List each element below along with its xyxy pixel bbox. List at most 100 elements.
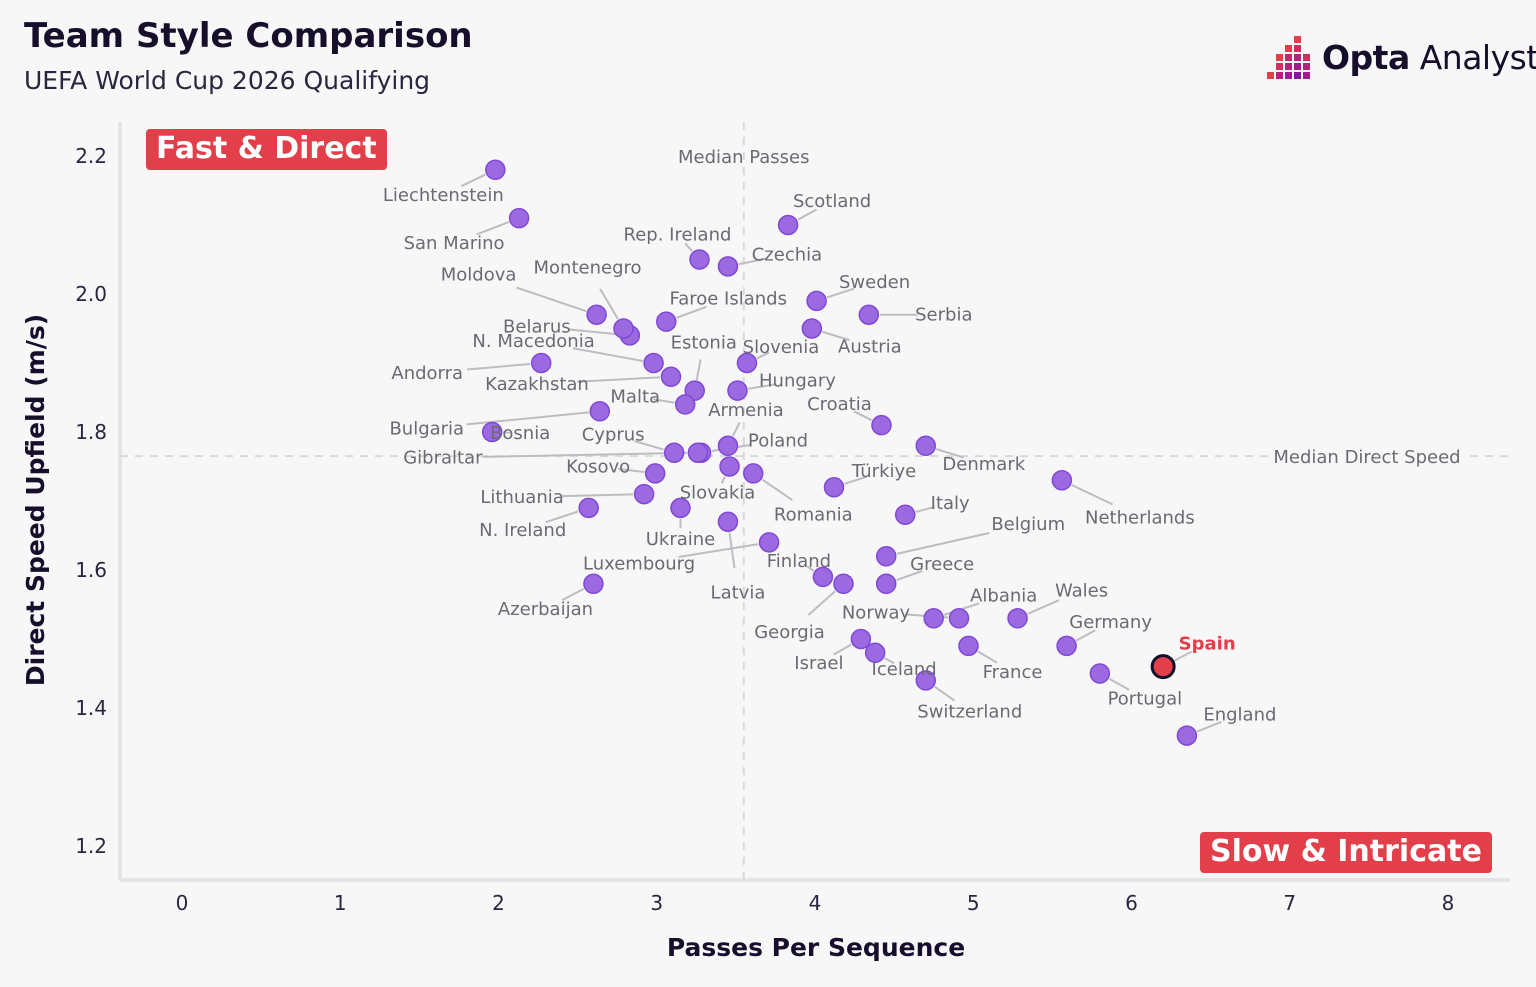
leader-line-israel [833, 643, 852, 656]
data-point-italy[interactable] [894, 504, 916, 526]
data-point-norway[interactable] [948, 608, 970, 629]
data-point-czechia[interactable] [717, 256, 739, 277]
point-label-iceland: Iceland [872, 659, 937, 680]
point-label-portugal: Portugal [1108, 689, 1183, 710]
data-point-romania[interactable] [743, 463, 764, 484]
point-label-estonia: Estonia [671, 333, 737, 354]
data-point-gibraltar[interactable] [687, 442, 709, 463]
leader-line-azerbaijan [561, 587, 585, 601]
y-axis-title: Direct Speed Upfield (m/s) [21, 314, 50, 686]
leader-line-faroe-islands [676, 305, 707, 319]
data-point-lithuania[interactable] [633, 483, 655, 505]
data-point-luxembourg[interactable] [758, 532, 780, 553]
data-point-denmark[interactable] [915, 435, 937, 457]
data-point-croatia[interactable] [871, 414, 892, 436]
median-passes-label: Median Passes [678, 147, 809, 168]
y-tick-label: 1.8 [75, 420, 107, 444]
data-point-scotland[interactable] [777, 214, 799, 236]
data-point-belgium[interactable] [875, 545, 897, 567]
data-point-netherlands[interactable] [1051, 470, 1073, 491]
point-label-israel: Israel [794, 653, 843, 674]
data-point-andorra[interactable] [530, 352, 552, 374]
data-point-azerbaijan[interactable] [583, 573, 604, 595]
point-label-wales: Wales [1055, 580, 1108, 601]
data-point-ukraine[interactable] [670, 497, 691, 519]
data-point-san-marino[interactable] [508, 207, 530, 229]
median-direct-speed-label-bg [1268, 444, 1466, 469]
leader-line-switzerland [934, 685, 955, 702]
data-point-kosovo[interactable] [644, 463, 666, 484]
leader-line-portugal [1108, 677, 1130, 691]
data-point-moldova[interactable] [586, 304, 607, 325]
point-label-italy: Italy [931, 493, 970, 514]
point-label-belgium: Belgium [991, 514, 1065, 535]
point-label-france: France [983, 662, 1043, 683]
quadrant-label-fast-direct: Fast & Direct [146, 129, 387, 170]
data-point-france[interactable] [958, 635, 979, 657]
data-point-bosnia[interactable] [481, 421, 503, 443]
point-label-montenegro: Montenegro [534, 258, 642, 279]
data-point-montenegro[interactable] [613, 318, 634, 339]
data-point-t-rkiye[interactable] [823, 476, 845, 498]
leader-line-montenegro [599, 288, 619, 320]
leader-line-croatia [853, 410, 873, 422]
opta-logo-icon [1267, 36, 1310, 79]
data-point-bulgaria[interactable] [589, 401, 611, 422]
x-tick-label: 6 [1125, 891, 1138, 915]
data-point-rep-ireland[interactable] [689, 249, 710, 270]
point-label-ukraine: Ukraine [646, 529, 716, 550]
data-point-hungary[interactable] [727, 380, 748, 401]
leader-line-bulgaria [466, 411, 589, 426]
point-label-germany: Germany [1069, 612, 1152, 633]
point-label-denmark: Denmark [942, 454, 1025, 475]
label-leaders [461, 173, 1222, 733]
data-point-israel[interactable] [850, 628, 872, 650]
point-label-andorra: Andorra [391, 363, 463, 384]
data-point-germany[interactable] [1056, 635, 1077, 657]
data-point-serbia[interactable] [858, 304, 880, 325]
data-point-n-ireland[interactable] [578, 497, 599, 519]
chart-title: Team Style Comparison [24, 16, 473, 56]
data-point-slovakia[interactable] [719, 456, 740, 477]
data-point-austria[interactable] [801, 318, 823, 339]
data-point-kazakhstan[interactable] [660, 366, 682, 388]
leader-line-cyprus [634, 440, 664, 451]
data-point-england[interactable] [1176, 725, 1198, 746]
leader-line-finland [806, 565, 815, 572]
data-point-albania[interactable] [923, 608, 944, 629]
data-point-iceland[interactable] [864, 642, 886, 664]
data-point-sweden[interactable] [806, 290, 827, 312]
data-point-n-macedonia[interactable] [643, 352, 664, 374]
data-point-malta[interactable] [674, 394, 696, 415]
data-point-wales[interactable] [1007, 608, 1028, 629]
brand-name-bold: Opta [1322, 38, 1410, 77]
x-tick-label: 3 [650, 891, 663, 915]
point-label-faroe-islands: Faroe Islands [670, 289, 787, 310]
leader-line-moldova [516, 286, 587, 313]
data-point-liechtenstein[interactable] [485, 159, 506, 181]
data-point-greece[interactable] [875, 573, 897, 595]
point-label-t-rkiye: Türkiye [851, 461, 917, 482]
data-point-finland[interactable] [812, 566, 834, 588]
leader-line-lithuania [562, 493, 634, 498]
data-point-spain[interactable] [1150, 654, 1176, 680]
leader-line-sweden [826, 287, 855, 299]
point-label-n-ireland: N. Ireland [479, 520, 566, 541]
data-point-portugal[interactable] [1089, 663, 1111, 684]
data-point-slovenia[interactable] [736, 352, 758, 374]
point-label-austria: Austria [838, 337, 902, 358]
data-point-cyprus[interactable] [663, 442, 685, 463]
leader-line-kosovo [617, 467, 645, 474]
data-point-faroe-islands[interactable] [655, 311, 677, 332]
y-tick-label: 2.2 [75, 144, 107, 168]
data-point-switzerland[interactable] [915, 670, 937, 691]
point-label-switzerland: Switzerland [917, 701, 1022, 722]
data-point-armenia[interactable] [717, 435, 739, 457]
x-tick-label: 7 [1283, 891, 1296, 915]
y-tick-label: 1.6 [75, 558, 107, 582]
point-labels: Liechtenstein San Marino Moldova Belarus Mon… [383, 185, 1277, 726]
data-point-latvia[interactable] [717, 511, 739, 532]
data-point-georgia[interactable] [833, 573, 854, 595]
y-tick-label: 2.0 [75, 282, 107, 306]
